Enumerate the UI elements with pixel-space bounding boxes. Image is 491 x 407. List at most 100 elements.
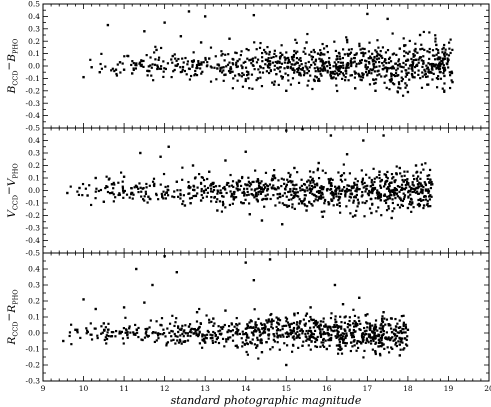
data-point <box>285 317 289 320</box>
data-point <box>394 343 397 346</box>
data-point <box>310 58 314 61</box>
data-point <box>291 190 294 193</box>
data-point <box>322 196 325 199</box>
data-point <box>293 314 296 317</box>
y-axis-label-sub2: PHO <box>12 289 20 304</box>
data-point <box>352 201 355 204</box>
data-point <box>366 326 369 329</box>
data-point <box>396 331 399 334</box>
data-point <box>219 70 222 73</box>
data-point <box>358 42 361 45</box>
data-point <box>317 176 321 180</box>
data-point <box>378 65 381 68</box>
data-point <box>355 188 358 191</box>
data-point <box>321 191 324 194</box>
data-point <box>375 191 379 194</box>
data-point <box>357 72 360 75</box>
data-point <box>94 307 97 311</box>
data-point <box>286 205 289 208</box>
data-point <box>354 189 357 192</box>
data-point <box>361 47 364 50</box>
data-point <box>365 60 368 63</box>
data-point <box>308 184 311 187</box>
data-point <box>276 61 279 65</box>
data-point <box>409 190 412 193</box>
data-point <box>259 41 262 45</box>
data-point <box>392 67 396 70</box>
data-point <box>351 322 355 325</box>
data-point <box>350 57 353 60</box>
data-point <box>372 330 375 333</box>
data-point <box>233 196 236 199</box>
data-point <box>334 315 337 318</box>
data-point <box>280 44 283 47</box>
data-point <box>208 318 211 321</box>
data-point <box>415 64 419 68</box>
data-point <box>377 334 381 337</box>
data-point <box>320 74 323 77</box>
data-point <box>261 198 264 201</box>
data-point <box>302 340 305 343</box>
data-point <box>440 59 443 63</box>
data-point <box>380 178 384 182</box>
data-point <box>354 196 358 199</box>
data-point <box>340 333 343 336</box>
data-point <box>339 71 343 74</box>
data-point <box>365 173 368 176</box>
data-point <box>319 191 322 194</box>
data-point <box>342 163 345 166</box>
data-point <box>275 188 278 191</box>
data-point <box>154 45 157 48</box>
data-point <box>312 48 315 52</box>
data-point <box>201 70 204 73</box>
data-point <box>243 332 246 336</box>
data-point <box>332 193 335 196</box>
data-point <box>236 59 239 63</box>
data-point <box>235 331 238 334</box>
data-point <box>350 74 353 77</box>
data-point <box>353 53 356 57</box>
data-point <box>410 203 413 206</box>
data-point <box>259 192 263 195</box>
data-point <box>126 331 129 334</box>
data-point <box>264 171 268 174</box>
data-point <box>314 198 317 201</box>
data-point <box>273 80 276 83</box>
data-point <box>117 193 120 197</box>
data-point <box>336 203 339 206</box>
y-tick-label: -0.3 <box>26 224 41 233</box>
data-point <box>381 315 384 318</box>
data-point <box>299 59 302 62</box>
data-point <box>344 195 347 198</box>
data-point <box>184 332 187 335</box>
data-point <box>364 190 367 193</box>
data-point <box>186 60 190 63</box>
data-point <box>375 50 378 53</box>
y-tick-label: -0.3 <box>26 99 41 108</box>
data-point <box>374 334 378 337</box>
data-point <box>229 67 232 70</box>
data-point <box>443 89 446 92</box>
data-point <box>122 342 125 345</box>
data-point <box>296 171 299 174</box>
data-point <box>431 66 434 69</box>
data-point <box>352 199 355 202</box>
data-point <box>136 331 139 334</box>
data-point <box>354 321 357 324</box>
data-point <box>331 72 335 75</box>
data-point <box>324 171 327 175</box>
data-point <box>448 71 451 74</box>
data-point <box>281 327 284 331</box>
data-point <box>338 72 341 75</box>
data-point <box>443 55 446 58</box>
data-point <box>362 54 365 58</box>
data-point <box>152 79 155 82</box>
data-point <box>329 192 332 195</box>
data-point <box>268 183 272 186</box>
data-point <box>267 57 270 60</box>
data-point <box>337 185 341 188</box>
data-point <box>214 55 217 58</box>
data-point <box>209 337 212 340</box>
data-point <box>320 68 323 71</box>
data-point <box>287 171 290 175</box>
